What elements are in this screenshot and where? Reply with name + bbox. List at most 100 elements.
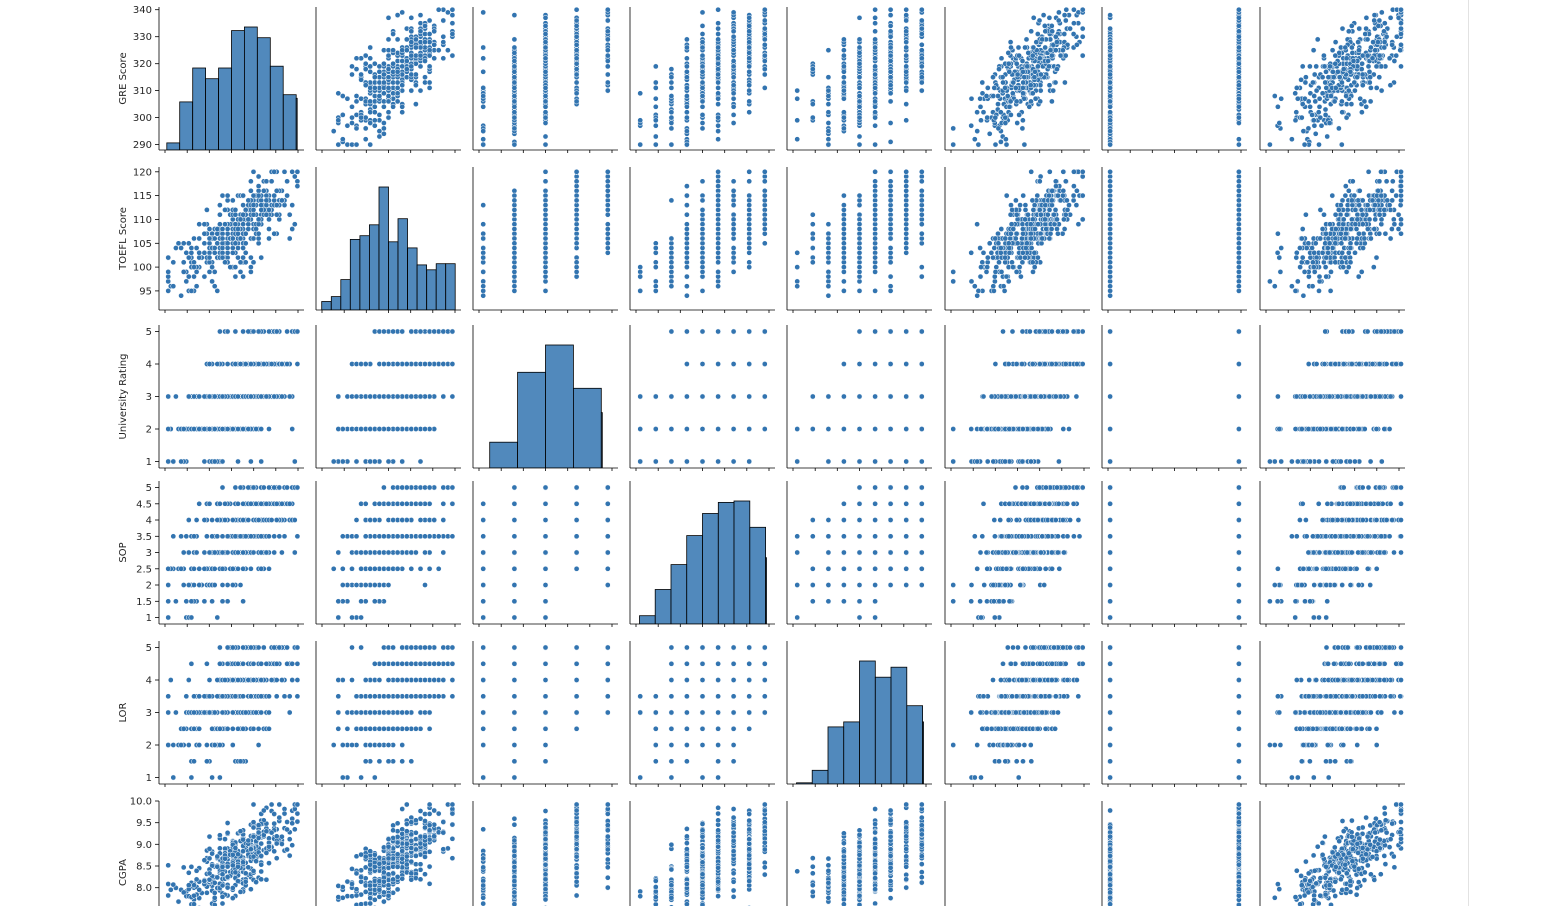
y-tick-label: 340 (133, 5, 152, 16)
scatter-point (684, 292, 690, 299)
scatter-point (1008, 230, 1014, 237)
scatter-point (1307, 63, 1313, 70)
scatter-point (1079, 216, 1086, 223)
scatter-point (1002, 259, 1009, 266)
scatter-point (188, 245, 195, 251)
scatter-point (856, 141, 863, 148)
scatter-point (196, 249, 203, 256)
scatter-point (652, 63, 659, 70)
scatter-point (219, 245, 226, 251)
scatter-point (1052, 47, 1059, 54)
scatter-point (1046, 63, 1052, 70)
scatter-point (511, 12, 518, 18)
scatter-point (394, 98, 401, 105)
scatter-point (699, 216, 706, 223)
scatter-point (684, 63, 690, 70)
scatter-point (887, 74, 894, 81)
scatter-point (511, 240, 518, 247)
scatter-point (1060, 187, 1067, 194)
scatter-point (918, 55, 925, 62)
scatter-point (699, 235, 706, 242)
scatter-point (856, 36, 863, 43)
scatter-point (761, 85, 768, 91)
scatter-point (255, 240, 262, 247)
scatter-point (715, 221, 721, 228)
scatter-point (699, 9, 706, 16)
scatter-point (193, 269, 200, 275)
scatter-point (408, 87, 415, 94)
scatter-point (1030, 269, 1036, 275)
scatter-point (1054, 39, 1060, 45)
scatter-point (511, 273, 518, 280)
scatter-point (542, 109, 549, 116)
scatter-point (385, 36, 392, 43)
scatter-point (573, 173, 580, 180)
scatter-point (214, 230, 221, 237)
scatter-point (637, 117, 644, 124)
scatter-point (984, 114, 991, 121)
scatter-point (1052, 79, 1059, 86)
scatter-point (573, 168, 580, 175)
scatter-point (809, 259, 816, 266)
scatter-point (1071, 168, 1077, 175)
scatter-point (240, 254, 246, 261)
scatter-point (335, 90, 342, 97)
scatter-point (746, 28, 753, 35)
scatter-point (746, 168, 753, 175)
scatter-point (542, 55, 549, 62)
scatter-point (998, 226, 1005, 232)
scatter-point (219, 254, 226, 261)
scatter-point (1316, 103, 1323, 110)
scatter-point (180, 240, 187, 247)
scatter-point (206, 269, 213, 275)
scatter-point (376, 112, 383, 118)
scatter-point (856, 192, 863, 199)
scatter-point (1061, 12, 1068, 18)
histogram-bar (330, 296, 342, 310)
scatter-point (271, 168, 278, 175)
scatter-point (950, 125, 957, 132)
scatter-point (684, 183, 690, 189)
scatter-point (975, 288, 982, 294)
scatter-point (699, 221, 706, 228)
scatter-point (408, 63, 415, 70)
scatter-point (1025, 50, 1032, 56)
scatter-point (237, 235, 244, 242)
scatter-point (1019, 125, 1026, 132)
scatter-point (668, 283, 675, 290)
scatter-point (872, 36, 878, 43)
scatter-point (426, 63, 433, 70)
scatter-point (715, 101, 721, 107)
scatter-point (887, 168, 894, 175)
scatter-point (825, 120, 832, 126)
scatter-point (426, 85, 433, 91)
histogram-bar (378, 186, 389, 310)
scatter-point (573, 17, 580, 24)
scatter-point (715, 192, 721, 199)
scatter-point (542, 264, 549, 270)
scatter-point (480, 283, 487, 290)
scatter-point (715, 269, 721, 275)
histogram-bar (349, 238, 361, 310)
scatter-point (276, 216, 283, 223)
scatter-point (381, 71, 387, 78)
scatter-point (903, 178, 910, 185)
histogram-bar (243, 26, 258, 150)
scatter-point (1328, 93, 1334, 99)
scatter-point (1343, 101, 1350, 107)
scatter-point (573, 264, 580, 270)
histogram-bar (192, 67, 206, 150)
scatter-point (1236, 82, 1242, 89)
scatter-point (699, 226, 706, 232)
scatter-point (918, 173, 925, 180)
scatter-point (480, 93, 487, 99)
scatter-point (856, 74, 863, 81)
scatter-point (1316, 141, 1322, 148)
scatter-point (511, 197, 518, 204)
scatter-point (367, 98, 374, 105)
scatter-point (887, 254, 894, 261)
scatter-point (188, 249, 195, 256)
scatter-point (977, 273, 984, 280)
scatter-point (918, 207, 925, 213)
